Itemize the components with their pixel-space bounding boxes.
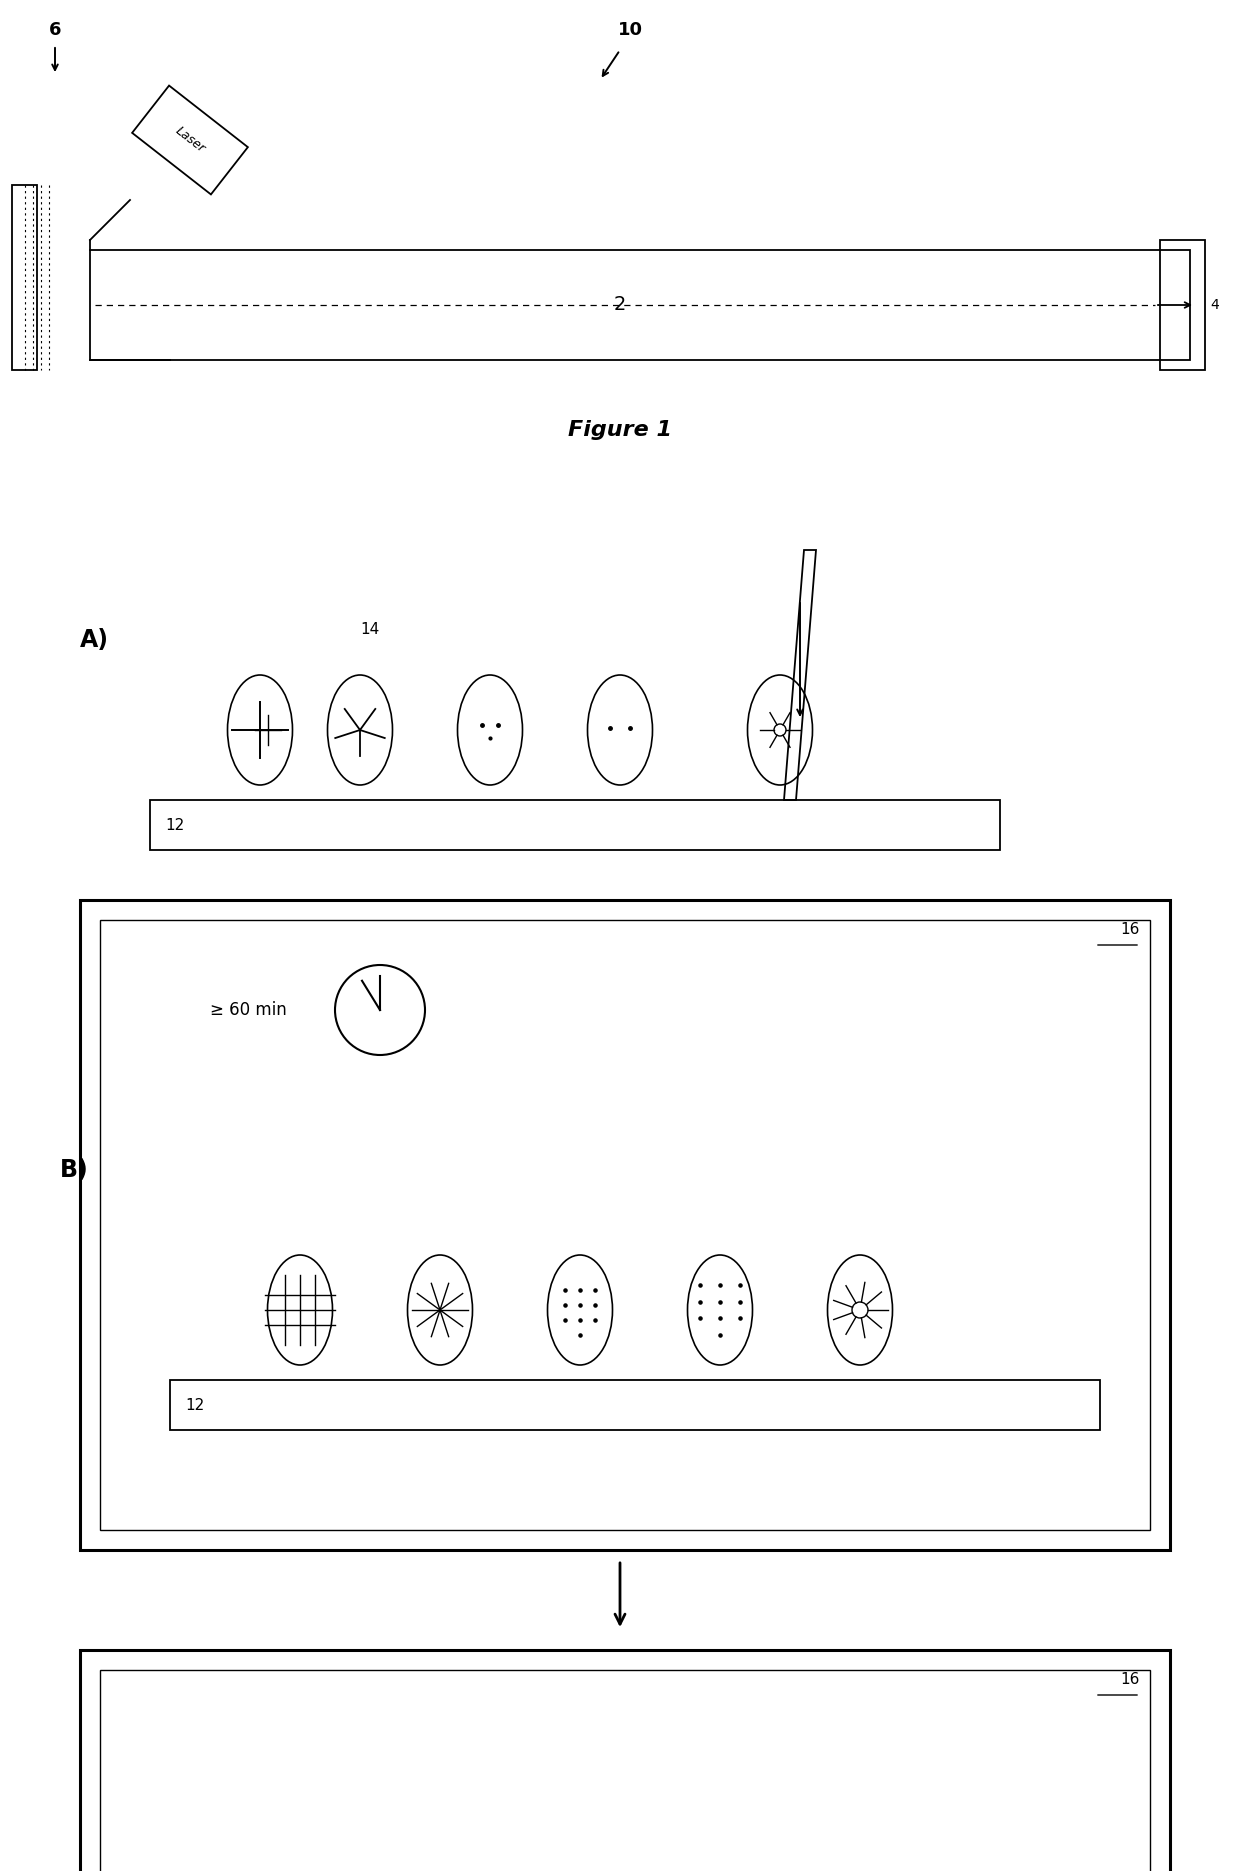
Bar [100,921,1149,1530]
Text: 4: 4 [1210,297,1219,312]
Bar [150,801,999,849]
Bar [81,1650,1171,1871]
Text: 2: 2 [614,296,626,314]
Text: A): A) [81,629,109,651]
Text: Figure 1: Figure 1 [568,419,672,440]
Bar [91,251,1190,359]
Text: 16: 16 [1121,922,1140,937]
Bar [170,1381,1100,1429]
Bar [100,1671,1149,1871]
Text: 16: 16 [1121,1673,1140,1688]
Text: 10: 10 [618,21,642,39]
Text: 6: 6 [48,21,61,39]
Bar [12,185,37,370]
Text: Laser: Laser [172,123,207,155]
Bar [1159,239,1205,370]
Text: 12: 12 [165,818,185,833]
Text: 12: 12 [185,1398,205,1413]
Bar [81,900,1171,1549]
Text: ≥ 60 min: ≥ 60 min [210,1001,286,1020]
Text: 14: 14 [361,623,379,638]
Text: B): B) [60,1158,89,1182]
